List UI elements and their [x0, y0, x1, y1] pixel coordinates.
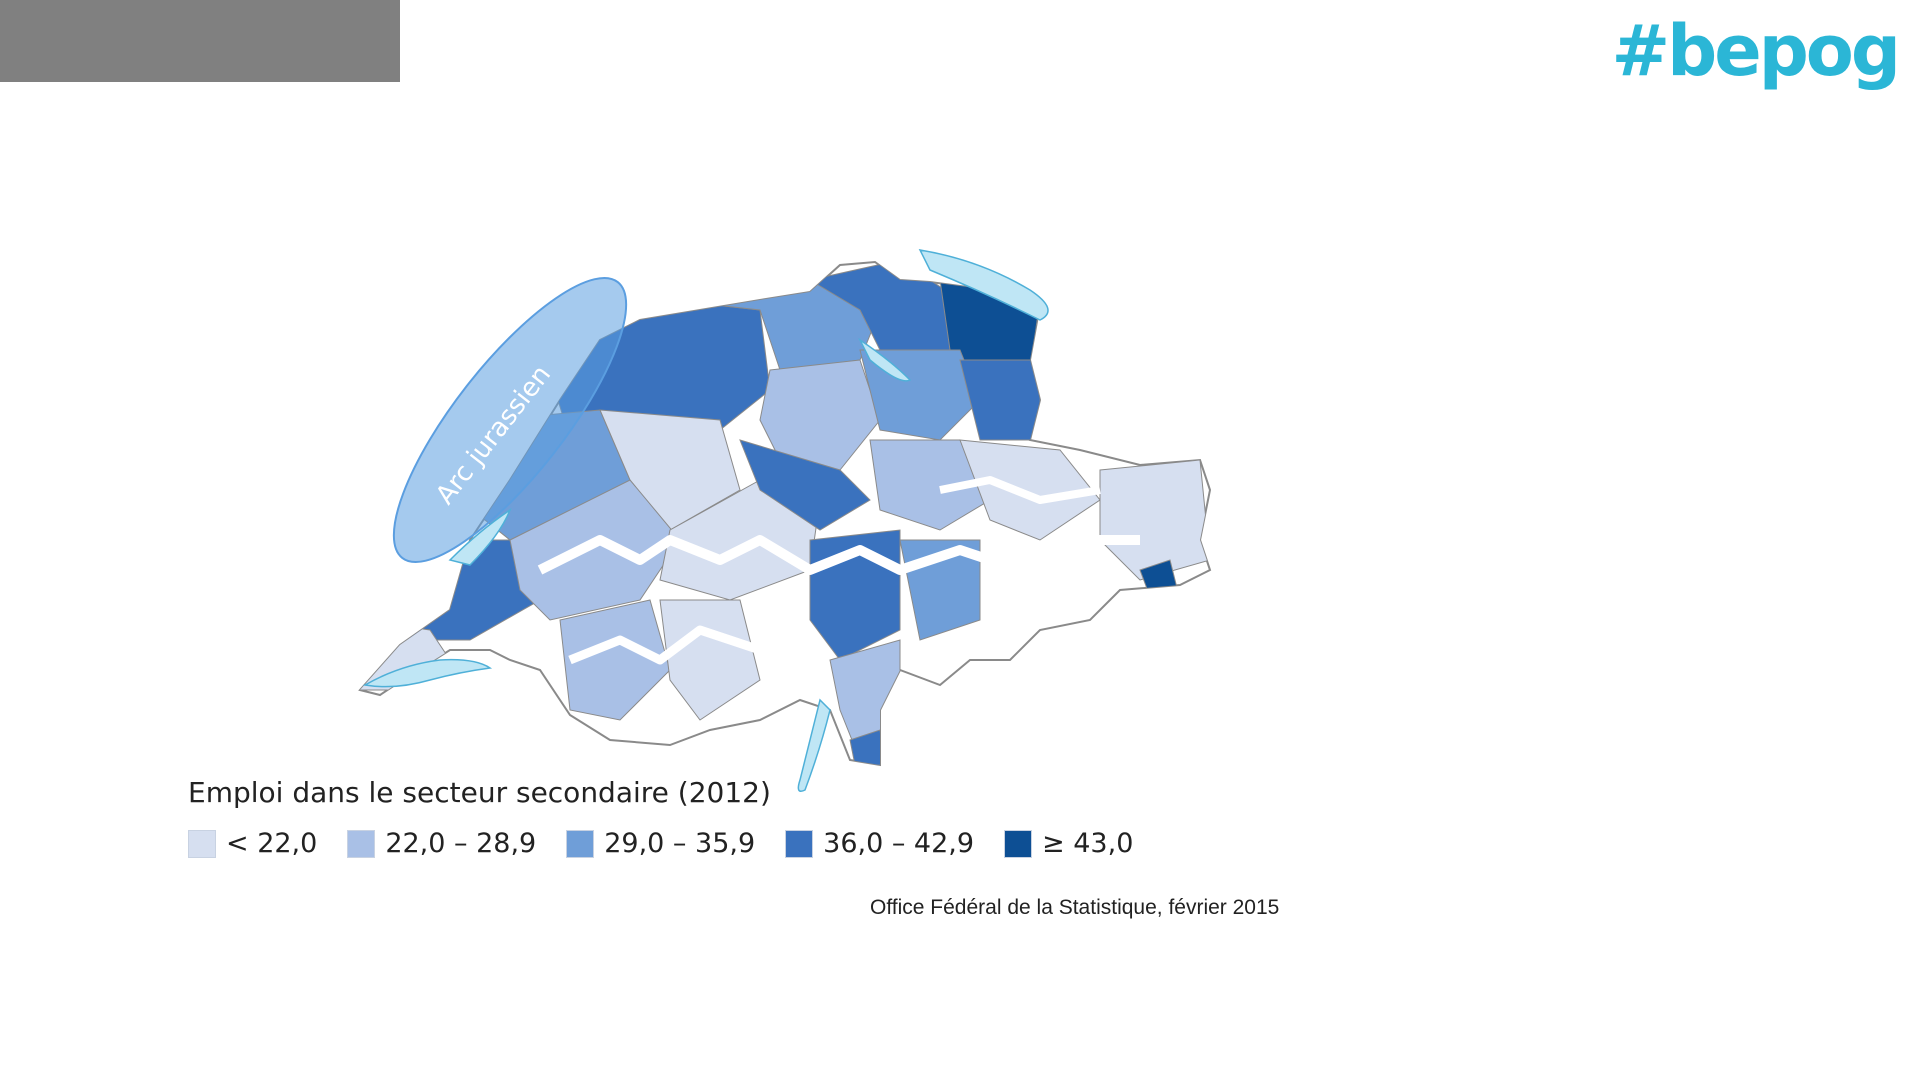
mountain-zones [537, 535, 1140, 575]
legend-label: 29,0 – 35,9 [604, 828, 756, 859]
legend-swatch [188, 829, 216, 858]
legend-label: 22,0 – 28,9 [385, 828, 537, 859]
district [659, 599, 761, 721]
district [959, 439, 1101, 541]
districts [360, 262, 1210, 765]
source-credit: Office Fédéral de la Statistique, févrie… [870, 896, 1280, 919]
title-placeholder-bar [0, 0, 400, 82]
mountain-zones [568, 625, 803, 665]
map-svg: Arc jurassien [358, 249, 1212, 792]
legend-item: 22,0 – 28,9 [347, 828, 536, 859]
district [849, 729, 886, 765]
arc-jurassien-ellipse [392, 277, 628, 563]
legend-swatch [566, 829, 595, 858]
bepog-logo: #bepog [1611, 10, 1901, 92]
legend-swatch [1004, 829, 1033, 858]
legend-item: ≥ 43,0 [1004, 828, 1133, 859]
lake-maggiore [797, 698, 831, 792]
switzerland-map: Arc jurassien [340, 240, 1220, 800]
district [739, 439, 871, 531]
lake-constance [918, 249, 1049, 321]
district [509, 479, 681, 621]
legend-swatch [347, 829, 376, 858]
legend-item: 29,0 – 35,9 [566, 828, 755, 859]
lake-geneva [362, 658, 493, 688]
mountain-zones [939, 476, 1101, 504]
district [559, 599, 671, 721]
legend-label: ≥ 43,0 [1042, 828, 1134, 859]
legend-swatch [785, 829, 814, 858]
legend-label: 36,0 – 42,9 [823, 828, 975, 859]
district [1099, 459, 1210, 581]
legend-title: Emploi dans le secteur secondaire (2012) [188, 776, 771, 809]
lake-zurich [858, 337, 912, 382]
legend-label: < 22,0 [226, 828, 318, 859]
legend: < 22,0 22,0 – 28,9 29,0 – 35,9 36,0 – 42… [188, 828, 1133, 859]
district [869, 439, 991, 531]
lake-neuchatel [448, 508, 512, 566]
legend-item: 36,0 – 42,9 [785, 828, 974, 859]
legend-item: < 22,0 [188, 828, 317, 859]
